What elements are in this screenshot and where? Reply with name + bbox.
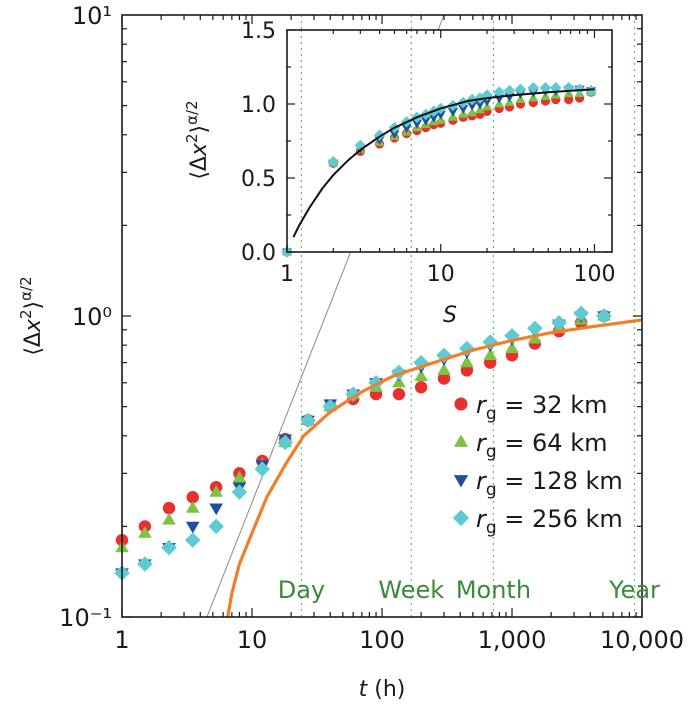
legend-label: rg = 32 km [476,391,607,424]
data-point [162,512,176,525]
data-point [460,355,474,368]
y-tick-label: 10¹ [72,2,112,30]
inset-data-point [585,84,597,97]
x-tick-label: 1 [114,626,129,654]
inset-data-point [564,94,574,105]
main-y-tick-labels: 10⁻¹ 10⁰ 10¹ [59,2,112,632]
main-x-tick-labels: 1 10 100 1,000 10,000 [114,626,684,654]
main-y-axis-label: ⟨Δx2⟩α/2 [17,276,46,355]
inset-data-point [467,107,478,117]
inset-fit-line [292,88,595,238]
data-point [231,484,248,500]
inset-data-point [527,81,540,94]
data-point [527,320,543,337]
x-tick-label: 10 [237,626,268,654]
data-point [186,491,199,504]
main-axis-ticks [121,15,643,618]
data-point [209,484,223,497]
inset-data-point [327,155,340,168]
data-point [300,412,316,429]
data-point [483,348,498,361]
inset-data-point [401,124,412,133]
data-point [573,305,589,322]
time-marker-labels: Day Week Month Year [278,576,660,604]
data-point [437,363,451,375]
inset-x-tick-label: 10 [427,262,455,287]
inset-fit-curve [292,88,595,238]
inset-x-tick-label: 100 [573,262,615,287]
data-point [208,518,224,535]
data-point [551,314,567,331]
legend-label: rg = 64 km [476,429,607,462]
data-point [505,341,519,354]
inset-data-point [389,130,400,139]
data-point [161,539,177,556]
legend-label: rg = 256 km [476,505,623,538]
data-point [277,434,293,451]
data-point [414,369,428,382]
y-tick-label: 10⁻¹ [59,604,112,632]
time-marker-label: Day [278,576,325,604]
time-marker-label: Month [456,576,531,604]
inset-y-tick-label: 0.5 [241,167,276,192]
inset-x-tick-labels: 1 10 100 [280,262,615,287]
inset-data-point [481,97,493,107]
inset-marker-lines [300,30,495,252]
main-plot: 1 10 100 1,000 10,000 10⁻¹ 10⁰ 10¹ Day Week Mont… [17,2,684,702]
legend: rg = 32 km rg = 64 km rg = 128 km rg = 256 … [452,391,623,538]
main-fit-curve [226,318,642,617]
data-point [138,525,152,538]
data-point [184,532,201,548]
inset-data-point [411,119,422,129]
inset-y-axis-label: ⟨Δx2⟩α/2 [183,100,212,179]
inset-data-point [458,104,469,114]
x-tick-label: 100 [359,626,405,654]
inset-y-tick-label: 1.5 [241,19,276,44]
inset-x-axis-label: S [443,303,457,328]
time-marker-label: Week [378,576,444,604]
inset-data-point [539,81,552,94]
data-point [162,501,176,515]
data-point [392,387,406,401]
inset-data-point [493,86,505,98]
main-x-axis-label: t (h) [359,677,406,702]
inset-background [287,30,612,252]
x-tick-label: 10,000 [600,626,684,654]
inset-data-point [447,107,458,117]
inset-data-point [514,83,527,95]
legend-marker [452,509,470,527]
inset-data-point [503,84,516,97]
legend-marker [454,397,468,411]
data-point [185,500,200,513]
inset-data-point [474,100,486,110]
data-point [437,372,451,385]
inset-data-point [420,116,431,126]
y-tick-label: 10⁰ [72,303,112,331]
legend-marker [453,475,469,488]
inset-data-point [435,110,446,120]
data-point [254,461,271,477]
main-data-points [114,305,612,581]
data-point [185,521,200,534]
data-point [209,503,223,516]
data-point [596,308,612,324]
fit-curve-line [226,318,642,617]
inset-x-tick-label: 1 [280,262,294,287]
inset-y-tick-label: 0.0 [241,241,276,266]
inset-y-tick-labels: 0.0 0.5 1.0 1.5 [241,19,276,266]
inset-y-tick-label: 1.0 [241,93,276,118]
inset-axis-ticks [286,29,612,253]
inset-plot: 1 10 100 0.0 0.5 1.0 1.5 S ⟨Δx2⟩α/2 [183,19,615,328]
data-point [137,556,153,572]
time-marker-label: Year [608,576,660,604]
inset-data-point [428,113,439,123]
data-point [392,375,406,388]
inset-data-point [467,102,478,111]
data-point [232,470,247,483]
data-point [414,381,428,394]
legend-label: rg = 128 km [476,467,623,500]
legend-marker [453,434,469,447]
x-tick-label: 1,000 [478,626,547,654]
